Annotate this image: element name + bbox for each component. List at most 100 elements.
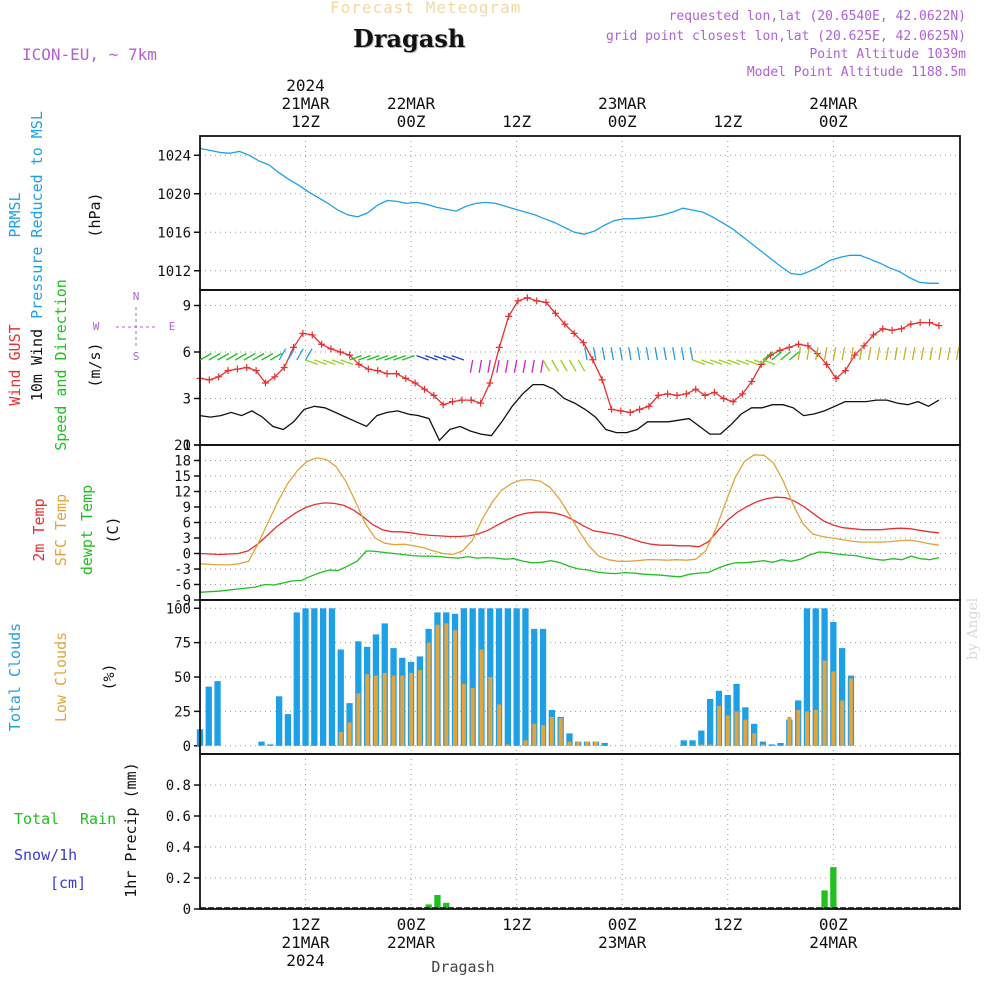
- gust-marker: [673, 391, 681, 399]
- wind-arrow: [815, 347, 819, 361]
- total-cloud-bar: [539, 628, 547, 746]
- wind-arrow: [718, 359, 732, 366]
- low-cloud-bar: [787, 716, 792, 746]
- low-cloud-bar: [391, 675, 396, 746]
- footer-location: Dragash: [431, 958, 494, 976]
- y-tick-label: 9: [183, 299, 191, 315]
- bottom-time-label: 2024: [286, 951, 325, 970]
- y-axis-label: Pressure Reduced to MSL: [28, 111, 46, 319]
- gust-marker: [654, 391, 662, 399]
- top-time-label: 22MAR: [387, 94, 436, 113]
- precip-bar: [830, 867, 837, 909]
- bottom-time-label: 23MAR: [598, 933, 647, 952]
- wind-arrow: [375, 354, 389, 361]
- top-time-label: 21MAR: [281, 94, 330, 113]
- total-cloud-bar: [689, 740, 696, 746]
- low-cloud-bar: [400, 675, 405, 746]
- low-cloud-bar: [541, 725, 546, 746]
- gust-marker: [224, 367, 232, 375]
- model-label: ICON-EU, ~ 7km: [22, 45, 157, 64]
- wind-arrow: [885, 347, 890, 361]
- wind-arrow: [780, 351, 791, 361]
- y-axis-label: dewpt Temp: [78, 485, 96, 575]
- wind-arrow: [366, 354, 380, 361]
- compass-cross: [116, 307, 156, 347]
- wind-arrow: [551, 359, 559, 372]
- wind-arrow: [610, 347, 615, 361]
- gust-marker: [243, 364, 251, 371]
- wind-arrow: [859, 347, 863, 361]
- wind-arrow: [762, 359, 776, 366]
- wind-arrow: [487, 359, 491, 373]
- wind-arrow: [384, 354, 398, 361]
- gust-marker: [495, 343, 503, 351]
- wind-arrow: [577, 359, 586, 372]
- wind-arrow: [208, 352, 221, 361]
- y-tick-label: 1012: [157, 264, 191, 280]
- total-cloud-bar: [311, 608, 318, 746]
- low-cloud-bar: [444, 623, 449, 746]
- wind-arrow: [287, 348, 296, 361]
- bottom-time-label: 21MAR: [281, 933, 330, 952]
- low-cloud-bar: [805, 711, 809, 746]
- low-cloud-bar: [382, 672, 387, 746]
- gust-marker: [355, 360, 363, 368]
- gust-marker: [692, 385, 700, 393]
- y-tick-label: 18: [174, 454, 191, 470]
- precip-label-cm: [cm]: [50, 874, 86, 892]
- low-cloud-bar: [479, 649, 484, 746]
- wind-arrow: [636, 347, 641, 361]
- gust-marker: [336, 348, 344, 356]
- wind-arrow: [672, 347, 676, 361]
- wind-arrow: [199, 352, 212, 361]
- y-axis-label: (%): [100, 663, 118, 690]
- wind-arrow: [226, 352, 239, 361]
- series-line: [199, 496, 939, 556]
- total-cloud-bar: [812, 608, 819, 746]
- y-tick-label: 0: [183, 739, 191, 755]
- series-line: [199, 297, 940, 414]
- wind-arrow: [217, 352, 230, 361]
- grid-coords: grid point closest lon,lat (20.625E, 42.…: [605, 29, 966, 44]
- wind-arrow: [771, 351, 783, 361]
- gust-marker: [804, 342, 812, 350]
- total-cloud-bar: [214, 681, 221, 746]
- y-tick-label: 0.4: [166, 840, 191, 856]
- gust-marker: [795, 340, 803, 348]
- compass-n: N: [133, 290, 140, 303]
- low-cloud-bar: [347, 722, 352, 746]
- wind-arrow: [894, 347, 898, 361]
- gust-marker: [888, 326, 896, 334]
- y-axis-label: Total Clouds: [6, 623, 24, 731]
- wind-arrow: [850, 347, 854, 361]
- top-time-label: 00Z: [819, 112, 848, 131]
- wind-arrow: [689, 347, 694, 361]
- low-cloud-bar: [822, 660, 827, 746]
- wind-arrow: [496, 359, 500, 373]
- total-cloud-bar: [504, 608, 511, 746]
- wind-arrow: [322, 359, 336, 366]
- wind-arrow: [349, 354, 362, 361]
- wind-arrow: [416, 354, 429, 361]
- wind-arrow: [425, 354, 438, 361]
- gust-marker: [664, 390, 672, 398]
- wind-arrow: [592, 347, 597, 361]
- wind-arrow: [929, 347, 934, 361]
- series-line: [199, 147, 939, 284]
- y-tick-label: 0: [183, 547, 191, 563]
- total-cloud-bar: [698, 730, 705, 746]
- low-cloud-bar: [461, 683, 466, 746]
- top-time-label: 12Z: [713, 112, 742, 131]
- top-time-label: 00Z: [608, 112, 637, 131]
- low-cloud-bar: [734, 711, 739, 746]
- wind-arrow: [692, 359, 706, 366]
- total-cloud-bar: [566, 733, 573, 746]
- wind-arrow: [584, 347, 588, 361]
- y-tick-label: 6: [183, 345, 191, 361]
- gust-marker: [467, 396, 475, 404]
- total-cloud-bar: [328, 608, 336, 746]
- wind-arrow: [797, 347, 802, 361]
- wind-arrow: [433, 354, 447, 361]
- bottom-time-label: 00Z: [608, 915, 637, 934]
- wind-arrow: [304, 348, 313, 361]
